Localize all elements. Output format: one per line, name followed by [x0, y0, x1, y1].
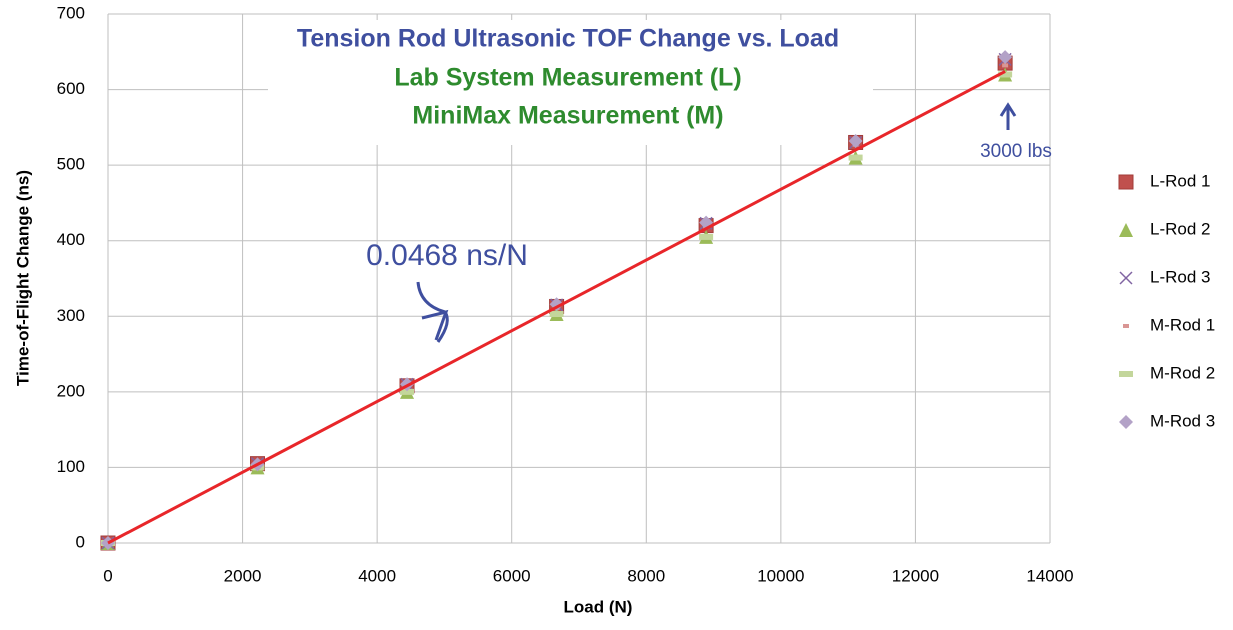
- y-tick-label: 600: [57, 79, 85, 98]
- y-tick-label: 500: [57, 155, 85, 174]
- marker: [1118, 174, 1134, 190]
- chart-title: Tension Rod Ultrasonic TOF Change vs. Lo…: [297, 25, 839, 53]
- chart-subtitle: Lab System Measurement (L): [394, 64, 741, 92]
- y-axis-title: Time-of-Flight Change (ns): [13, 170, 32, 386]
- legend-label: M-Rod 1: [1150, 315, 1215, 334]
- x-tick-label: 4000: [358, 566, 396, 585]
- arrow: [416, 281, 449, 341]
- x-tick-label: 14000: [1026, 566, 1073, 585]
- y-tick-label: 200: [57, 381, 85, 400]
- marker: [1123, 324, 1129, 328]
- marker: [848, 154, 863, 161]
- chart-subtitle: MiniMax Measurement (M): [412, 102, 723, 130]
- x-axis-title: Load (N): [564, 597, 633, 616]
- marker: [699, 233, 714, 240]
- trendline: [107, 70, 1006, 545]
- marker: [1119, 371, 1133, 377]
- arrow: [436, 311, 449, 343]
- legend-label: M-Rod 2: [1150, 363, 1215, 382]
- y-tick-label: 700: [57, 3, 85, 22]
- x-tick-label: 12000: [892, 566, 939, 585]
- y-tick-label: 300: [57, 306, 85, 325]
- y-tick-label: 100: [57, 457, 85, 476]
- title-box: [268, 20, 873, 145]
- marker: [848, 133, 863, 148]
- marker: [1119, 271, 1133, 285]
- marker: [998, 71, 1013, 78]
- marker: [1002, 63, 1009, 68]
- slope-annotation: 0.0468 ns/N: [366, 239, 528, 272]
- x-tick-label: 8000: [627, 566, 665, 585]
- y-tick-label: 0: [76, 532, 85, 551]
- marker: [998, 50, 1013, 65]
- arrow: [999, 102, 1017, 130]
- x-tick-label: 6000: [493, 566, 531, 585]
- load-annotation: 3000 lbs: [980, 141, 1052, 162]
- marker: [1119, 223, 1133, 237]
- x-tick-label: 10000: [757, 566, 804, 585]
- marker: [400, 388, 415, 395]
- legend-label: L-Rod 3: [1150, 267, 1210, 286]
- legend-label: L-Rod 1: [1150, 171, 1210, 190]
- legend-label: L-Rod 2: [1150, 219, 1210, 238]
- marker: [549, 311, 564, 318]
- x-tick-label: 2000: [224, 566, 262, 585]
- legend-label: M-Rod 3: [1150, 411, 1215, 430]
- x-tick-label: 0: [103, 566, 112, 585]
- marker: [1119, 415, 1133, 429]
- y-tick-label: 400: [57, 230, 85, 249]
